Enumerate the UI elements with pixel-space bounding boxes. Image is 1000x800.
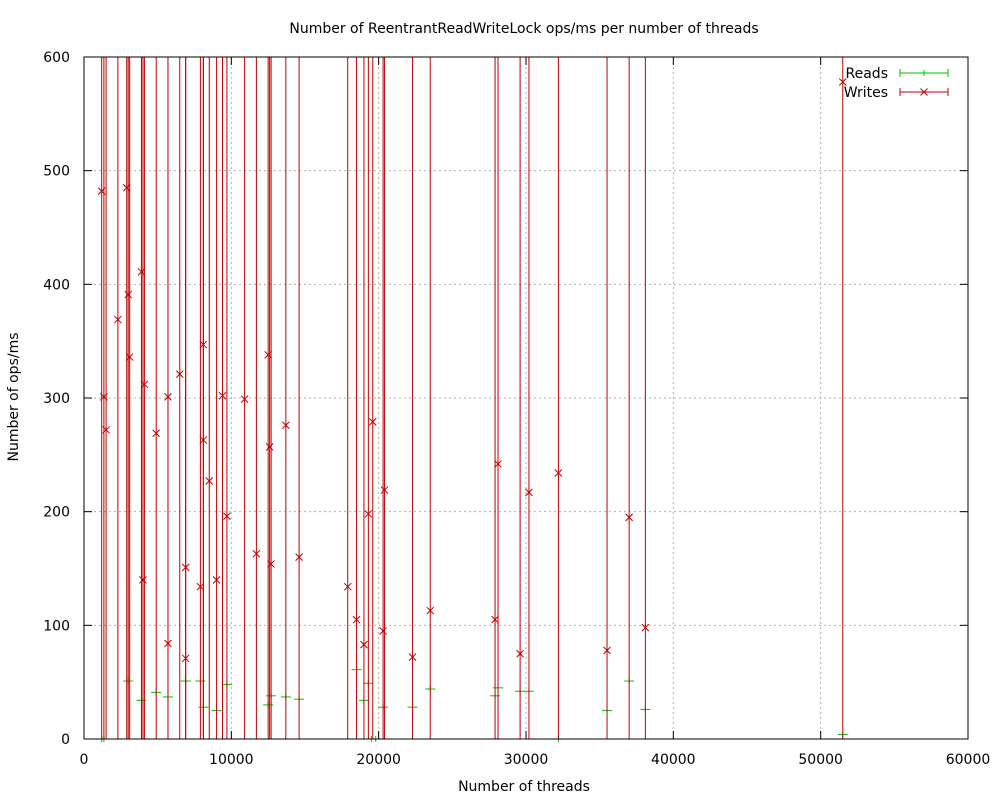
writes-point — [408, 57, 417, 739]
x-tick-label: 40000 — [651, 752, 696, 768]
y-tick-label: 200 — [43, 505, 70, 521]
x-axis-label: Number of threads — [458, 779, 590, 795]
y-tick-label: 400 — [43, 277, 70, 293]
grid-lines — [84, 57, 968, 739]
writes-point — [212, 57, 221, 739]
writes-point — [516, 57, 524, 739]
writes-point — [218, 57, 227, 739]
writes-point — [175, 57, 184, 739]
legend-entry-reads: Reads — [846, 66, 949, 82]
x-tick-label: 30000 — [504, 752, 549, 768]
legend-sample-reads — [899, 69, 949, 77]
series-writes — [97, 57, 847, 739]
y-axis-label: Number of ops/ms — [6, 332, 22, 461]
chart-title: Number of ReentrantReadWriteLock ops/ms … — [289, 21, 758, 37]
writes-point — [525, 57, 533, 739]
writes-point — [343, 57, 352, 739]
writes-point — [223, 57, 231, 739]
axis-ticks: 0 10000 20000 30000 40000 50000 60000 0 100 200 30… — [43, 50, 990, 768]
writes-point — [838, 57, 847, 739]
writes-point — [641, 57, 650, 739]
writes-point — [368, 57, 377, 739]
writes-point — [360, 57, 368, 739]
writes-point — [265, 57, 274, 739]
y-tick-label: 500 — [43, 164, 70, 180]
x-tick-label: 50000 — [798, 752, 843, 768]
writes-point — [181, 57, 190, 739]
writes-point — [102, 57, 110, 739]
writes-point — [252, 57, 261, 739]
writes-point — [164, 57, 172, 739]
writes-point — [380, 57, 389, 739]
writes-point — [494, 57, 502, 739]
writes-point — [281, 57, 290, 739]
writes-point — [139, 57, 147, 739]
writes-point — [491, 57, 499, 739]
legend-label-reads: Reads — [846, 66, 888, 82]
y-tick-label: 300 — [43, 391, 70, 407]
writes-point — [603, 57, 611, 739]
x-tick-label: 60000 — [946, 752, 991, 768]
writes-point — [124, 57, 133, 739]
writes-point — [122, 57, 131, 739]
writes-point — [152, 57, 161, 739]
writes-point — [125, 57, 134, 739]
writes-point — [295, 57, 303, 739]
writes-point — [352, 57, 361, 739]
writes-point — [114, 57, 122, 739]
legend-sample-writes — [899, 88, 949, 96]
writes-point — [554, 57, 563, 739]
x-tick-label: 0 — [80, 752, 89, 768]
writes-point — [137, 57, 146, 739]
writes-point — [205, 57, 214, 739]
writes-point — [264, 57, 273, 739]
writes-point — [196, 57, 205, 739]
legend-label-writes: Writes — [844, 85, 888, 101]
y-tick-label: 0 — [61, 732, 70, 748]
writes-point — [625, 57, 633, 739]
x-tick-label: 20000 — [356, 752, 401, 768]
y-tick-label: 100 — [43, 618, 70, 634]
writes-point — [240, 57, 249, 739]
x-tick-label: 10000 — [209, 752, 254, 768]
writes-point — [426, 57, 435, 739]
writes-point — [140, 57, 149, 739]
writes-point — [364, 57, 373, 739]
legend-entry-writes: Writes — [844, 85, 949, 101]
writes-point — [379, 57, 387, 739]
legend: Reads Writes — [844, 66, 949, 101]
writes-point — [199, 57, 208, 739]
y-tick-label: 600 — [43, 50, 70, 66]
writes-point — [267, 57, 275, 739]
